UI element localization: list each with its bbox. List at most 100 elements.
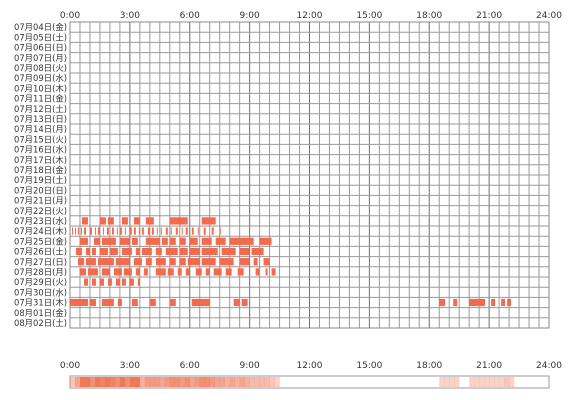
summary-cell — [174, 377, 181, 387]
activity-bar — [111, 227, 114, 235]
day-label: 07月10日(木) — [14, 83, 67, 93]
x-tick-label-top: 24:00 — [536, 11, 562, 21]
activity-bar — [121, 217, 128, 225]
x-tick-label-bottom: 0:00 — [60, 361, 80, 371]
summary-cell — [114, 377, 121, 387]
activity-bar — [253, 258, 258, 266]
activity-bar — [135, 268, 140, 276]
activity-bar — [501, 298, 506, 307]
summary-cell — [109, 377, 116, 387]
activity-bar — [201, 258, 216, 266]
activity-bar — [156, 227, 158, 235]
activity-bar — [141, 227, 144, 235]
day-label: 07月23日(水) — [14, 216, 67, 226]
summary-cell — [274, 377, 280, 387]
activity-bar — [169, 298, 176, 307]
activity-bars — [70, 217, 512, 307]
summary-cell — [474, 377, 480, 387]
summary-cell — [89, 377, 96, 387]
activity-bar — [145, 237, 160, 245]
activity-bar — [89, 298, 96, 307]
x-tick-label-bottom: 24:00 — [536, 361, 562, 371]
summary-cell — [224, 377, 230, 387]
activity-bar — [170, 227, 172, 235]
activity-bar — [133, 258, 142, 266]
summary-cell — [94, 377, 101, 387]
activity-bar — [147, 227, 150, 235]
summary-cell — [184, 377, 191, 387]
activity-bar — [201, 247, 218, 256]
summary-cell — [499, 377, 505, 387]
activity-bar — [177, 268, 182, 276]
activity-bar — [160, 227, 162, 235]
summary-cell — [209, 377, 215, 387]
activity-bar — [169, 237, 176, 245]
activity-bar — [491, 298, 496, 307]
summary-cell — [454, 377, 460, 387]
activity-bar — [124, 227, 126, 235]
summary-cell — [214, 377, 220, 387]
summary-cell — [269, 377, 275, 387]
day-labels: 07月04日(金)07月05日(土)07月06日(日)07月07日(月)07月0… — [14, 22, 67, 328]
activity-bar — [129, 278, 134, 286]
day-label: 07月27日(日) — [14, 257, 67, 267]
activity-bar — [201, 217, 216, 225]
activity-bar — [213, 268, 222, 276]
summary-cell — [264, 377, 270, 387]
x-tick-label-bottom: 3:00 — [120, 361, 140, 371]
summary-cell — [124, 377, 131, 387]
summary-cell — [119, 377, 126, 387]
day-label: 07月21日(月) — [14, 196, 67, 206]
summary-cell — [444, 377, 450, 387]
activity-bar — [169, 258, 176, 266]
activity-bar — [469, 298, 486, 307]
day-label: 07月26日(土) — [14, 247, 67, 257]
day-label: 07月30日(水) — [14, 287, 67, 297]
activity-bar — [265, 268, 268, 276]
activity-bar — [133, 217, 140, 225]
activity-bar — [101, 237, 116, 245]
activity-bar — [74, 227, 76, 235]
activity-bar — [101, 268, 110, 276]
activity-bar — [97, 227, 100, 235]
activity-bar — [143, 268, 148, 276]
activity-bar — [121, 278, 126, 286]
day-label: 07月09日(水) — [14, 73, 67, 83]
x-tick-label-bottom: 9:00 — [240, 361, 260, 371]
x-ticks-top: 0:00 3:00 6:00 9:00 12:00 15:00 18:00 21:00 24:0… — [60, 11, 562, 21]
activity-bar — [123, 268, 132, 276]
x-tick-label-top: 12:00 — [297, 11, 323, 21]
activity-bar — [85, 258, 96, 266]
activity-bar — [165, 247, 178, 256]
summary-strip — [69, 375, 550, 389]
activity-bar — [181, 227, 183, 235]
x-tick-label-top: 0:00 — [60, 11, 80, 21]
activity-bar — [89, 227, 92, 235]
activity-bar — [263, 258, 270, 266]
activity-bar — [87, 268, 98, 276]
activity-bar — [215, 237, 226, 245]
x-tick-label-bottom: 6:00 — [180, 361, 200, 371]
activity-bar — [93, 237, 100, 245]
summary-cell — [469, 377, 475, 387]
day-label: 07月05日(土) — [14, 32, 67, 42]
summary-cell — [229, 377, 235, 387]
activity-bar — [219, 258, 234, 266]
activity-bar — [107, 278, 112, 286]
day-label: 07月04日(金) — [14, 22, 67, 32]
activity-bar — [138, 227, 140, 235]
summary-cell — [104, 377, 111, 387]
activity-bar — [80, 227, 82, 235]
day-label: 07月24日(木) — [14, 226, 67, 236]
activity-bar — [102, 227, 104, 235]
x-tick-label-bottom: 18:00 — [416, 361, 442, 371]
activity-bar — [167, 268, 174, 276]
day-label: 07月13日(日) — [14, 114, 67, 124]
day-label: 07月31日(木) — [14, 298, 67, 308]
summary-cell — [479, 377, 485, 387]
activity-bar — [131, 298, 138, 307]
activity-bar — [141, 247, 152, 256]
summary-cell — [259, 377, 265, 387]
activity-bar — [201, 237, 212, 245]
grid — [69, 21, 550, 329]
